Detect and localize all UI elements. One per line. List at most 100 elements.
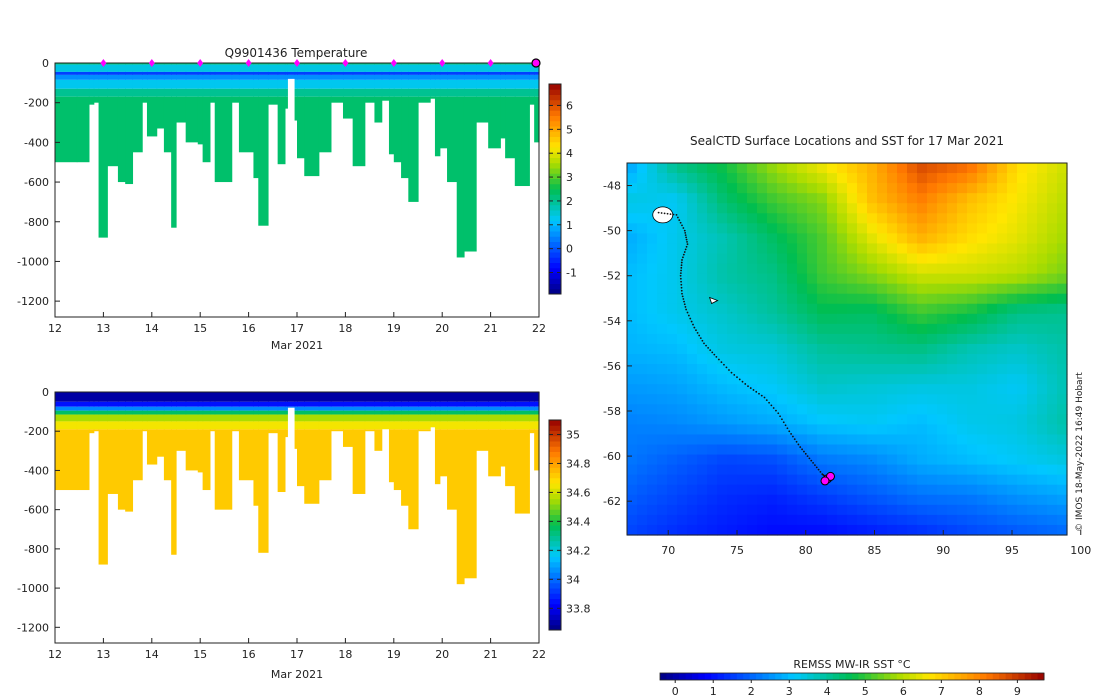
sst-cell	[647, 414, 658, 426]
sst-cell	[967, 173, 978, 184]
track-point	[801, 448, 803, 451]
sst-cell	[727, 464, 738, 476]
section-cell	[408, 410, 419, 415]
sst-cell	[957, 474, 968, 486]
sst-cell	[817, 253, 828, 265]
sst-cell	[777, 283, 788, 295]
sst-cell	[927, 364, 938, 375]
sst-cell	[827, 404, 838, 415]
sst-cell	[777, 173, 788, 184]
section-cell	[304, 406, 320, 411]
sst-cell	[657, 163, 668, 174]
section-cell	[197, 406, 204, 411]
section-cell	[297, 392, 305, 402]
sst-cell	[847, 464, 858, 476]
sst-cell	[807, 183, 818, 194]
sst-cell	[797, 163, 808, 174]
sst-cell	[857, 163, 868, 174]
sst-cell	[757, 384, 768, 395]
section-cell	[447, 79, 458, 89]
sst-cell	[1057, 343, 1068, 355]
section-cell	[258, 392, 269, 402]
sst-cell	[797, 464, 808, 476]
track-point	[795, 440, 798, 443]
sst-cell	[937, 414, 948, 426]
sst-cell	[927, 374, 938, 385]
sst-cell	[947, 173, 958, 184]
map-x-tick-label: 80	[799, 544, 813, 557]
sst-cell	[807, 193, 818, 204]
sst-colorbar-tick-label: 9	[1014, 685, 1021, 698]
section-cell	[253, 414, 259, 422]
track-point	[678, 219, 681, 222]
sst-cell	[1057, 394, 1068, 405]
sst-cell	[697, 193, 708, 204]
sst-cell	[1037, 464, 1048, 476]
section-cell	[258, 63, 269, 65]
track-point	[741, 380, 744, 383]
sst-cell	[687, 163, 698, 174]
sst-cell	[737, 414, 748, 426]
colorbar-segment	[549, 225, 561, 232]
sst-cell	[1037, 273, 1048, 285]
section-cell	[514, 406, 530, 411]
colorbar-segment	[549, 425, 561, 431]
sst-cell	[1037, 444, 1048, 456]
sst-cell	[837, 223, 848, 234]
section-cell	[267, 71, 279, 75]
sst-cell	[977, 354, 988, 365]
track-point	[683, 229, 686, 232]
sst-cell	[757, 323, 768, 335]
sst-cell	[907, 404, 918, 415]
sst-cell	[627, 384, 638, 395]
sst-cell	[1007, 263, 1018, 275]
section-cell	[163, 96, 172, 153]
section-cell	[98, 74, 108, 80]
section-cell	[107, 421, 119, 430]
section-cell	[171, 74, 177, 80]
section-cell	[88, 74, 95, 80]
section-cell	[156, 406, 165, 411]
sst-cell	[887, 384, 898, 395]
sst-cell	[917, 494, 928, 506]
sst-cell	[1047, 243, 1058, 255]
x-tick-label: 15	[193, 322, 207, 335]
sst-cell	[627, 484, 638, 496]
sst-cell	[1007, 213, 1018, 224]
sst-cell	[847, 313, 858, 325]
sst-cell	[647, 364, 658, 375]
sst-cell	[1037, 293, 1048, 305]
colorbar-tick-label: 4	[566, 147, 573, 160]
sst-cell	[797, 193, 808, 204]
section-cell	[98, 64, 108, 72]
sst-cell	[877, 263, 888, 275]
sst-cell	[877, 213, 888, 224]
sst-cell	[917, 394, 928, 405]
sst-cell	[1057, 524, 1068, 536]
section-cell	[258, 64, 269, 72]
sst-cell	[697, 374, 708, 385]
section-cell	[388, 401, 395, 407]
x-tick-label: 21	[484, 648, 498, 661]
sst-cell	[687, 253, 698, 265]
track-point	[733, 374, 736, 376]
map-x-tick-label: 90	[936, 544, 950, 557]
section-cell	[176, 406, 187, 411]
sst-cell	[797, 283, 808, 295]
section-cell	[304, 79, 320, 89]
section-cell	[231, 406, 240, 411]
sst-cell	[647, 283, 658, 295]
section-cell	[401, 429, 409, 506]
sst-cell	[897, 223, 908, 234]
sst-cell	[827, 293, 838, 305]
section-cell	[418, 410, 431, 415]
sst-cell	[917, 424, 928, 436]
sst-cell	[727, 323, 738, 335]
sst-cell	[757, 434, 768, 446]
colorbar-segment	[549, 609, 561, 615]
sst-cell	[887, 464, 898, 476]
track-point	[685, 236, 688, 239]
section-cell	[88, 429, 95, 434]
sst-cell	[737, 394, 748, 405]
sst-cell	[667, 484, 678, 496]
